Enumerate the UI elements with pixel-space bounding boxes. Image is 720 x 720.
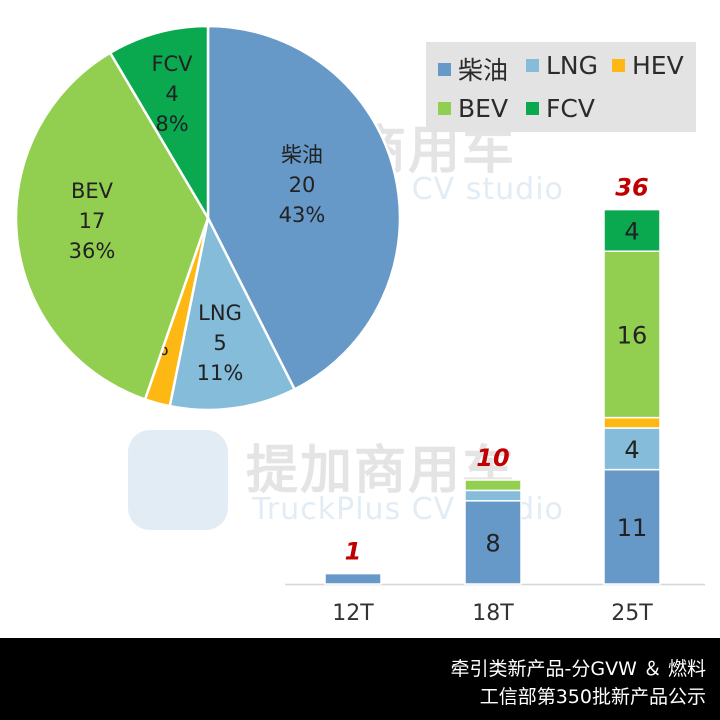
bar-total-label: 36	[615, 174, 648, 202]
bar-segment	[603, 208, 661, 252]
bar-value-label: 4	[624, 217, 639, 245]
bar-value-label: 11	[617, 514, 648, 542]
legend-label: 柴油	[458, 56, 509, 85]
caption-line-1: 牵引类新产品-分GVW ＆ 燃料	[450, 658, 706, 680]
legend-label: FCV	[546, 94, 595, 123]
pie-label: 5	[213, 331, 226, 355]
bar-segment	[464, 479, 522, 492]
caption-bar: 牵引类新产品-分GVW ＆ 燃料 工信部第350批新产品公示	[0, 638, 720, 720]
legend-label: LNG	[546, 51, 599, 80]
pie-slice-3	[14, 51, 210, 401]
caption-line-2: 工信部第350批新产品公示	[479, 686, 706, 708]
pie-slice-1	[168, 214, 297, 412]
x-tick-label: 12T	[332, 601, 374, 626]
legend-item-diesel: 柴油	[438, 51, 508, 87]
legend-item-fcv: FCV	[526, 94, 595, 123]
bar-segment	[603, 427, 661, 471]
bar-total-label: 1	[345, 538, 362, 566]
bar-total-label: 10	[476, 444, 509, 472]
legend-label: BEV	[458, 94, 509, 123]
pie-label: FCV	[151, 52, 193, 76]
legend: 柴油 LNG HEV BEV FCV	[426, 42, 696, 132]
legend-label: HEV	[632, 51, 684, 80]
bar-segment	[603, 250, 661, 419]
pie-label: 43%	[279, 203, 326, 227]
legend-swatch	[526, 102, 539, 115]
x-tick-label: 25T	[611, 601, 653, 626]
bar-segment	[464, 489, 522, 502]
pie-label: BEV	[71, 179, 114, 203]
legend-swatch	[438, 62, 451, 76]
pie-slice-0	[206, 24, 402, 392]
bar-segment	[603, 468, 661, 585]
pie-slice-4	[108, 24, 210, 223]
legend-item-bev: BEV	[438, 94, 508, 123]
bar-segment	[603, 416, 661, 429]
chart-svg: 柴油2043%LNG511%HEV1，2%BEV1736%FCV48%112T8…	[14, 24, 705, 626]
pie-label: 36%	[69, 239, 116, 263]
legend-swatch	[612, 59, 625, 72]
pie-label: 20	[289, 173, 316, 197]
legend-swatch	[438, 102, 451, 115]
bar-segment	[464, 500, 522, 585]
pie-label: 8%	[155, 112, 188, 136]
legend-item-hev: HEV	[612, 51, 684, 80]
bar-value-label: 16	[617, 321, 648, 349]
legend-item-lng: LNG	[526, 51, 598, 80]
pie-label: 17	[79, 209, 106, 233]
bar-value-label: 4	[624, 436, 639, 464]
legend-swatch	[526, 59, 539, 72]
bar-value-label: 8	[485, 529, 500, 557]
pie-label: 11%	[197, 361, 244, 385]
pie-label: 柴油	[281, 143, 323, 167]
pie-label: 4	[165, 82, 178, 106]
x-tick-label: 18T	[472, 601, 514, 626]
pie-label: LNG	[198, 301, 242, 325]
bar-segment	[324, 572, 382, 585]
